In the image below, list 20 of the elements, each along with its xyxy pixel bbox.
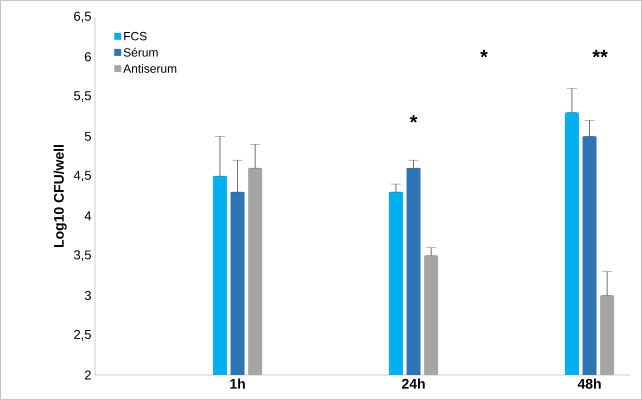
legend-label: Sérum (124, 48, 158, 57)
x-tick-label: 1h (230, 378, 245, 389)
legend-label: FCS (124, 32, 147, 40)
x-tick-label: 24h (402, 378, 425, 389)
annotation: * (410, 115, 418, 123)
y-axis-title: Log10 CFU/well (54, 145, 67, 247)
y-tick-label: 2,5 (74, 330, 91, 341)
annotation: ** (592, 50, 608, 58)
y-tick-label: 5 (84, 132, 91, 141)
y-tick-label: 6 (84, 52, 91, 62)
y-tick-label: 3,5 (74, 250, 91, 262)
annotation: * (480, 50, 488, 58)
legend-label: Antiserum (123, 64, 176, 73)
y-tick-label: 4,5 (74, 170, 91, 182)
x-tick-label: 48h (578, 378, 601, 389)
y-tick-label: 4 (84, 211, 92, 220)
y-tick-label: 2 (84, 370, 91, 380)
y-tick-label: 5,5 (74, 91, 91, 102)
y-tick-label: 6,5 (74, 12, 91, 22)
y-tick-label: 3 (84, 290, 91, 300)
